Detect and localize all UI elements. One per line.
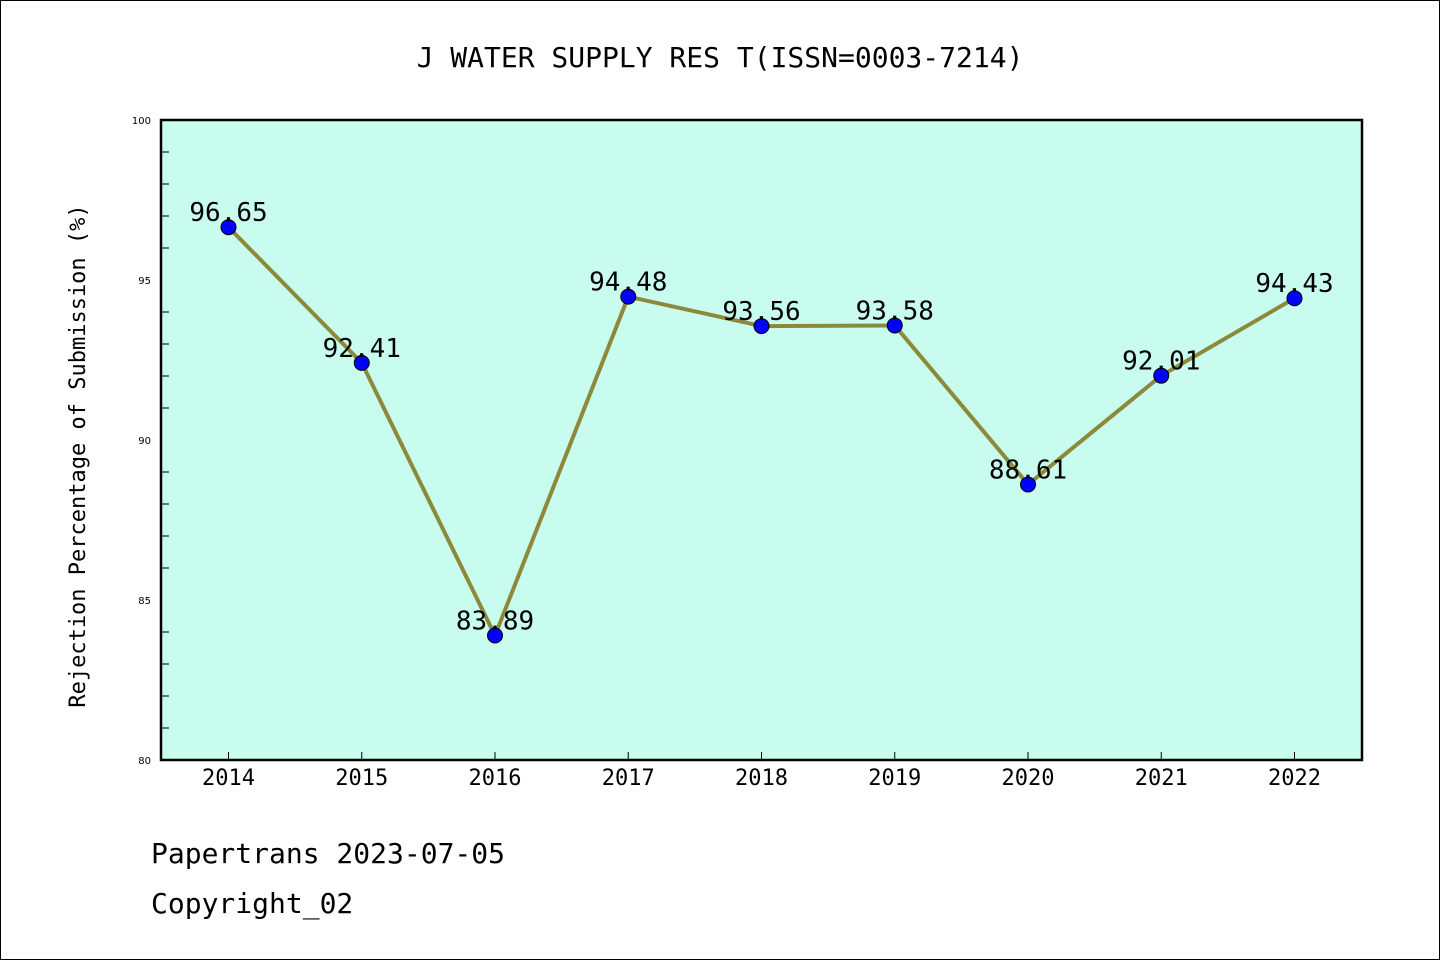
x-tick-label: 2022 — [1268, 766, 1321, 791]
plot-frame — [159, 118, 1364, 762]
x-axis-ticks: 2014 2015 2016 2017 2018 2019 2020 2021 2022 — [202, 752, 1321, 791]
x-tick-label: 2018 — [735, 766, 788, 791]
data-point-marker — [487, 627, 503, 644]
y-tick-label: 95 — [138, 276, 151, 287]
markers-group — [220, 219, 1303, 644]
x-tick-label: 2021 — [1135, 766, 1188, 791]
data-point-marker — [620, 288, 637, 305]
y-axis-ticks: 80 85 90 95 100 — [132, 116, 169, 767]
data-point-label: 88.61 — [989, 455, 1067, 485]
y-tick-label: 80 — [138, 756, 151, 767]
data-point-label: 96.65 — [189, 198, 267, 228]
data-point-label: 92.01 — [1122, 347, 1200, 377]
y-axis-label: Rejection Percentage of Submission (%) — [66, 204, 91, 707]
data-point-label: 94.43 — [1255, 269, 1333, 299]
y-tick-label: 100 — [132, 116, 151, 127]
x-tick-label: 2015 — [335, 766, 388, 791]
data-point-label: 83.89 — [456, 607, 534, 637]
data-point-marker — [353, 354, 370, 371]
x-tick-label: 2014 — [202, 766, 255, 791]
data-point-label: 92.41 — [323, 334, 401, 364]
plot-area — [161, 120, 1362, 760]
footer-copyright-text: Copyright_02 — [151, 887, 354, 920]
data-point-marker — [753, 318, 770, 335]
y-tick-label: 85 — [138, 596, 151, 607]
data-point-label: 94.48 — [589, 268, 667, 298]
x-tick-label: 2019 — [868, 766, 921, 791]
x-tick-label: 2020 — [1002, 766, 1055, 791]
data-point-marker — [886, 317, 903, 334]
data-point-label: 93.58 — [856, 296, 934, 326]
data-point-label: 93.56 — [722, 297, 800, 327]
data-point-marker — [220, 219, 237, 236]
data-labels-group: 96.65 92.41 83.89 94.48 93.56 93.58 88.61 92.01… — [189, 198, 1333, 636]
data-point-marker — [1020, 476, 1036, 493]
data-point-marker — [1286, 290, 1303, 307]
y-tick-label: 90 — [138, 436, 151, 447]
data-point-marker — [1153, 367, 1170, 384]
chart-title: J WATER SUPPLY RES T(ISSN=0003-7214) — [417, 41, 1024, 74]
footer-date-text: Papertrans 2023-07-05 — [151, 837, 506, 870]
x-tick-label: 2017 — [602, 766, 655, 791]
x-tick-label: 2016 — [469, 766, 522, 791]
